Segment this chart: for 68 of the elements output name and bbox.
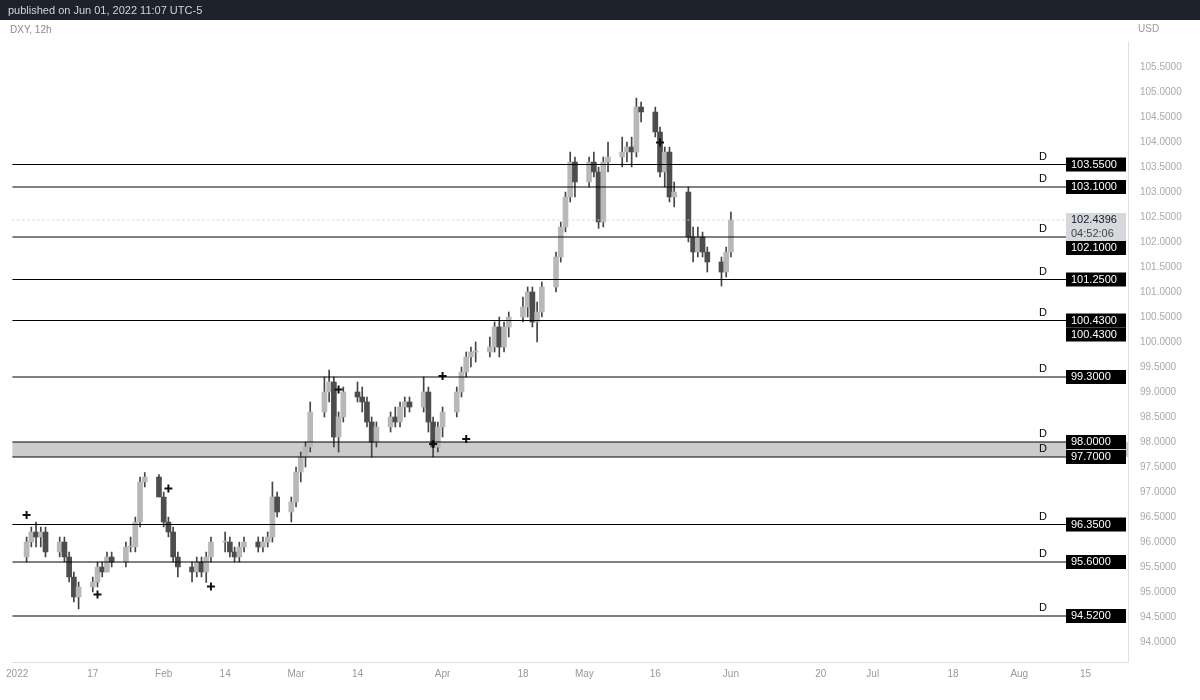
y-tick-label: 105.5000 <box>1140 60 1183 72</box>
annotation: D <box>1038 547 1047 560</box>
y-tick-label: 98.5000 <box>1140 410 1177 422</box>
y-tick-label: 104.0000 <box>1140 135 1183 147</box>
ref-line-label: 102.4396 <box>1071 213 1117 226</box>
x-tick-label: Apr <box>434 667 452 679</box>
annotation: D <box>1038 305 1047 318</box>
annotation: 04:52:06 <box>1071 227 1114 240</box>
ref-line-label: 99.3000 <box>1071 370 1111 383</box>
annotation: D <box>1038 149 1047 162</box>
y-tick-label: 102.0000 <box>1140 235 1183 247</box>
x-tick-label: 17 <box>87 667 99 679</box>
y-tick-label: 96.0000 <box>1140 535 1177 547</box>
ref-line-label: 97.7000 <box>1071 450 1111 463</box>
x-tick-label: Jun <box>722 667 739 679</box>
ref-line-label: 100.4300 <box>1071 313 1117 326</box>
ref-line-label: 103.5500 <box>1071 157 1117 170</box>
x-tick-label: Aug <box>1010 667 1029 679</box>
ref-line-label: 103.1000 <box>1071 180 1117 193</box>
chart-subtitle: published on Jun 01, 2022 11:07 UTC-5 <box>0 0 1200 20</box>
y-tick-label: 101.5000 <box>1140 260 1183 272</box>
annotation: D <box>1038 442 1047 455</box>
y-axis-title: USD <box>1138 22 1160 34</box>
x-tick-label: Mar <box>287 667 306 679</box>
y-tick-label: 94.0000 <box>1140 635 1177 647</box>
y-tick-label: 99.5000 <box>1140 360 1177 372</box>
y-tick-label: 101.0000 <box>1140 285 1183 297</box>
y-tick-label: 99.0000 <box>1140 385 1177 397</box>
annotation: D <box>1038 222 1047 235</box>
x-tick-label: 14 <box>351 667 364 679</box>
y-tick-label: 105.0000 <box>1140 85 1183 97</box>
ref-line-label: 96.3500 <box>1071 517 1111 530</box>
y-tick-label: 103.5000 <box>1140 160 1183 172</box>
x-tick-label: 15 <box>1079 667 1092 679</box>
annotation: D <box>1038 427 1047 440</box>
x-tick-label: May <box>574 667 594 679</box>
chart-title: DXY, 12h <box>10 24 52 35</box>
annotation: D <box>1038 172 1047 185</box>
ref-line-label: 95.6000 <box>1071 555 1111 568</box>
x-tick-label: 14 <box>219 667 232 679</box>
y-tick-label: 96.5000 <box>1140 510 1177 522</box>
x-tick-label: Feb <box>155 667 173 679</box>
y-tick-label: 95.0000 <box>1140 585 1177 597</box>
ref-line-label: 102.1000 <box>1071 241 1117 254</box>
x-tick-label: 18 <box>947 667 960 679</box>
y-tick-label: 100.0000 <box>1140 335 1183 347</box>
x-tick-label: 2022 <box>6 667 29 679</box>
y-tick-label: 102.5000 <box>1140 210 1183 222</box>
y-tick-label: 100.5000 <box>1140 310 1183 322</box>
y-tick-label: 97.0000 <box>1140 485 1177 497</box>
x-tick-label: 16 <box>649 667 662 679</box>
annotation: D <box>1038 264 1047 277</box>
annotation: D <box>1038 601 1047 614</box>
ref-line-label: 94.5200 <box>1071 609 1111 622</box>
y-tick-label: 94.5000 <box>1140 610 1177 622</box>
x-tick-label: 20 <box>815 667 827 679</box>
y-tick-label: 103.0000 <box>1140 185 1183 197</box>
y-tick-label: 95.5000 <box>1140 560 1177 572</box>
ref-line-label: 98.0000 <box>1071 435 1111 448</box>
x-tick-label: Jul <box>866 667 880 679</box>
y-tick-label: 97.5000 <box>1140 460 1177 472</box>
annotation: D <box>1038 509 1047 522</box>
annotation: 100.4300 <box>1071 327 1117 340</box>
annotation: D <box>1038 362 1047 375</box>
x-tick-label: 18 <box>517 667 529 679</box>
y-tick-label: 104.5000 <box>1140 110 1183 122</box>
ref-line-label: 101.2500 <box>1071 272 1117 285</box>
y-tick-label: 98.0000 <box>1140 435 1177 447</box>
